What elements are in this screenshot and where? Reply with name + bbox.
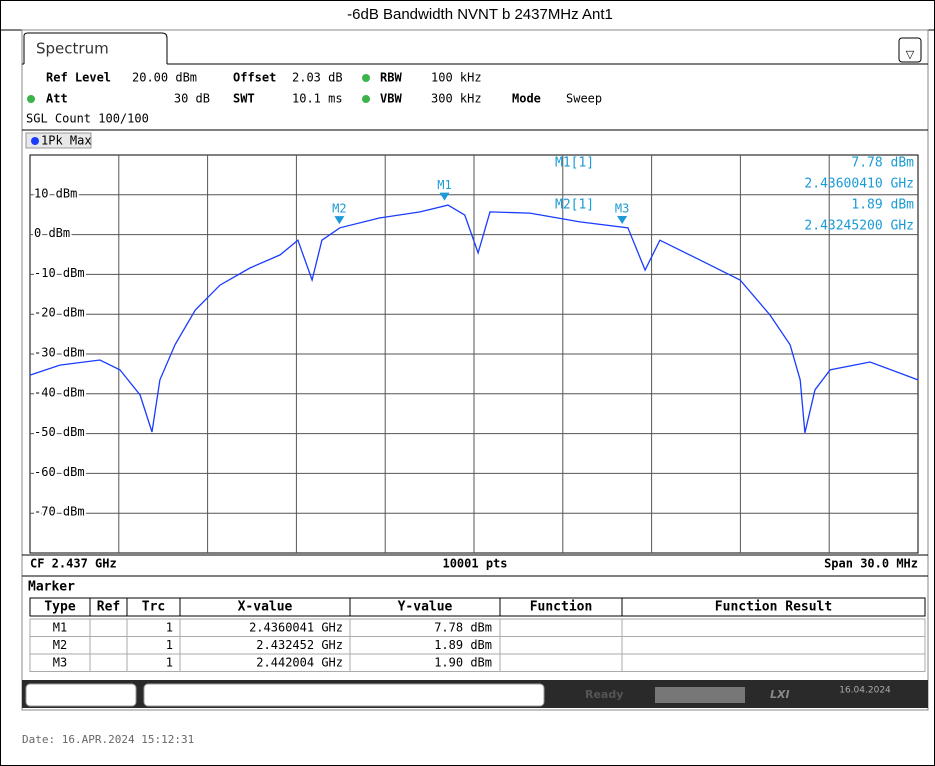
menu-icon-glyph: ▽ [906, 48, 915, 61]
marker [439, 192, 450, 201]
readout-freq: 2.43245200 GHz [804, 219, 914, 234]
y-tick-label: -60 dBm [34, 465, 85, 479]
table-cell: M1 [53, 621, 67, 635]
vbw-indicator [362, 95, 370, 103]
y-tick-label: -10 dBm [34, 266, 85, 280]
y-tick-label: -30 dBm [34, 346, 85, 360]
table-header: Function Result [715, 600, 832, 615]
rbw: 100 kHz [431, 71, 482, 85]
table-header: Function [530, 600, 593, 615]
marker [617, 216, 628, 225]
readout-level: 7.78 dBm [851, 156, 914, 171]
y-tick-label: -50 dBm [34, 425, 85, 439]
readout-level: 1.89 dBm [851, 198, 914, 213]
table-cell: M3 [53, 656, 67, 670]
tab-shape [23, 32, 168, 64]
lxi-logo: LXI [770, 688, 790, 701]
readout-freq: 2.43600410 GHz [804, 177, 914, 192]
table-header: Type [44, 600, 75, 615]
trace [29, 204, 919, 433]
mode: Sweep [566, 92, 602, 106]
trace-badge [25, 132, 92, 149]
readout-label: M2[1] [555, 198, 594, 213]
att: 30 dB [174, 92, 210, 106]
marker-label: M1 [437, 178, 451, 192]
table-cell: 1 [166, 656, 173, 670]
trace-dot [31, 137, 39, 145]
marker-label: M2 [332, 202, 346, 216]
table-cell: M2 [53, 638, 67, 652]
table-cell: 1.89 dBm [434, 638, 492, 652]
page-title: -6dB Bandwidth NVNT b 2437MHz Ant1 [347, 6, 613, 23]
table-cell: 1 [166, 638, 173, 652]
y-tick-label: 10 dBm [34, 186, 77, 200]
marker-table-title: Marker [28, 580, 75, 595]
table-header: Trc [142, 600, 165, 615]
status-field[interactable] [25, 683, 137, 707]
rbw-indicator [362, 74, 370, 82]
rbw-label: RBW [380, 71, 402, 85]
att-indicator [27, 95, 35, 103]
table-cell: 2.442004 GHz [256, 656, 343, 670]
y-tick-label: -20 dBm [34, 306, 85, 320]
offset-label: Offset [233, 71, 276, 85]
center-freq: CF 2.437 GHz [30, 557, 117, 571]
table-row [29, 653, 926, 672]
y-tick-label: 0 dBm [34, 226, 70, 240]
marker [334, 216, 345, 225]
trace-label: 1Pk Max [41, 134, 92, 148]
status-state: Ready [585, 688, 623, 701]
y-tick-label: -40 dBm [34, 385, 85, 399]
table-cell: 1 [166, 621, 173, 635]
status-field[interactable] [143, 683, 545, 707]
vbw: 300 kHz [431, 92, 482, 106]
swt-label: SWT [233, 92, 255, 106]
ref-level: 20.00 dBm [132, 71, 197, 85]
sgl-count: SGL Count 100/100 [26, 112, 149, 126]
table-cell: 2.432452 GHz [256, 638, 343, 652]
date-line: Date: 16.APR.2024 15:12:31 [22, 733, 194, 746]
y-tick-label: -70 dBm [34, 505, 85, 519]
screen [21, 29, 929, 711]
menu-icon[interactable] [898, 37, 922, 63]
swt: 10.1 ms [292, 92, 343, 106]
tab-label[interactable]: Spectrum [36, 40, 109, 58]
table-header: Y-value [398, 600, 453, 615]
progress-bar [655, 687, 745, 703]
att-label: Att [46, 92, 68, 106]
table-cell: 7.78 dBm [434, 621, 492, 635]
table-cell: 1.90 dBm [434, 656, 492, 670]
table-header: Ref [97, 600, 120, 615]
marker-label: M3 [615, 202, 629, 216]
offset: 2.03 dB [292, 71, 343, 85]
span: Span 30.0 MHz [824, 557, 918, 571]
status-date: 16.04.2024 [839, 686, 891, 696]
points: 10001 pts [442, 557, 507, 571]
table-header: X-value [238, 600, 293, 615]
mode-label: Mode [512, 92, 541, 106]
ref-level-label: Ref Level [46, 71, 111, 85]
table-cell: 2.4360041 GHz [249, 621, 343, 635]
readout-label: M1[1] [555, 156, 594, 171]
vbw-label: VBW [380, 92, 402, 106]
table-header-bg [29, 597, 926, 617]
